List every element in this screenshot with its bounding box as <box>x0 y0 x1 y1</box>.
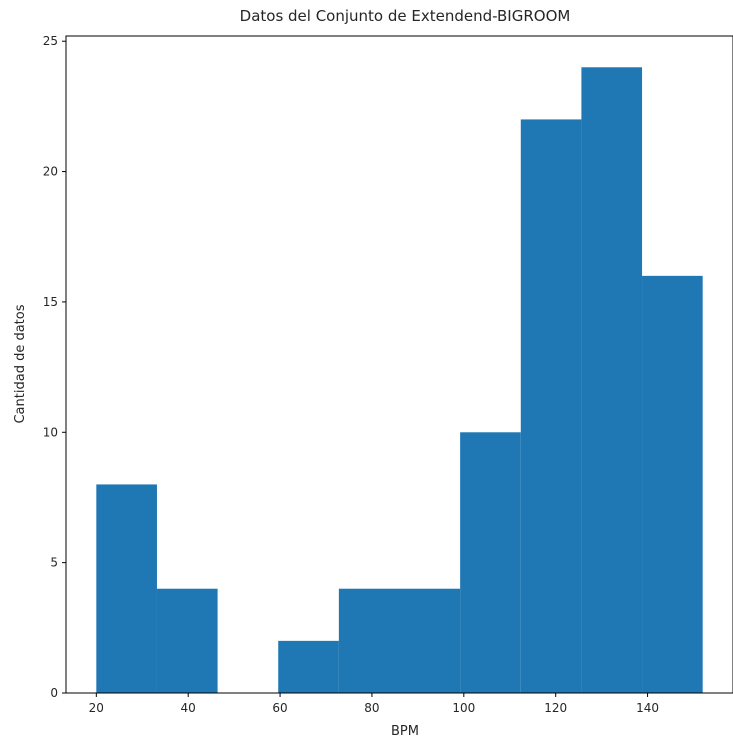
histogram-bar <box>642 275 703 693</box>
y-tick-label: 25 <box>43 34 58 48</box>
x-axis-ticks: 20 40 60 80 100 120 140 <box>89 693 659 715</box>
histogram-bar <box>460 432 521 693</box>
chart-title: Datos del Conjunto de Extendend-BIGROOM <box>240 7 571 25</box>
histogram-bar <box>399 588 461 693</box>
histogram-bar <box>278 640 339 693</box>
plot-frame <box>65 35 733 694</box>
y-tick-label: 15 <box>43 295 58 309</box>
x-tick-label: 140 <box>636 701 659 715</box>
histogram-bar <box>520 119 582 693</box>
x-tick-label: 60 <box>272 701 287 715</box>
bars-group <box>96 67 703 694</box>
y-tick-label: 20 <box>43 165 58 179</box>
y-axis-ticks: 0 5 10 15 20 25 <box>43 34 66 700</box>
x-tick-label: 20 <box>89 701 104 715</box>
x-tick-label: 40 <box>181 701 196 715</box>
histogram-bar <box>581 67 643 694</box>
y-tick-label: 5 <box>50 556 58 570</box>
x-tick-label: 100 <box>452 701 475 715</box>
histogram-bar <box>338 588 400 693</box>
y-axis-label: Cantidad de datos <box>13 304 28 423</box>
histogram-bar <box>96 484 157 693</box>
x-axis-label: BPM <box>391 724 419 738</box>
x-tick-label: 120 <box>544 701 567 715</box>
y-tick-label: 0 <box>50 686 58 700</box>
histogram-bar <box>156 588 218 693</box>
y-tick-label: 10 <box>43 425 58 439</box>
x-tick-label: 80 <box>364 701 379 715</box>
